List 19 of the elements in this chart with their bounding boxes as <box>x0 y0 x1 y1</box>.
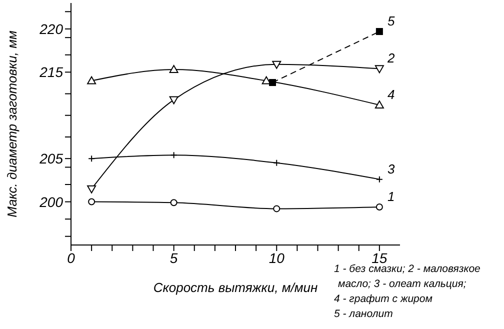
series-label: 5 <box>387 14 396 29</box>
text: 1 - без смазки; 2 - маловязкое <box>334 263 480 277</box>
y-tick-label: 205 <box>38 150 64 167</box>
series-label: 4 <box>387 86 395 102</box>
text: 5 - ланолит <box>334 307 394 322</box>
y-tick-label: 220 <box>38 20 64 37</box>
y-axis-title: Макс. диаметр заготовки, мм <box>4 30 20 218</box>
x-tick-label: 15 <box>372 250 388 266</box>
text: масло; 3 - олеат кальция; <box>337 277 468 292</box>
x-tick-label: 10 <box>268 250 285 266</box>
x-tick-label: 5 <box>170 250 178 266</box>
series-label: 1 <box>387 188 395 204</box>
text: 4 - графит с жиром <box>334 292 434 307</box>
series-label: 2 <box>386 50 396 66</box>
x-axis-title: Скорость вытяжки, м/мин <box>153 280 318 295</box>
series-label: 3 <box>387 161 396 176</box>
y-tick-label: 200 <box>38 194 64 210</box>
x-tick-label: 0 <box>67 250 76 266</box>
y-tick-label: 215 <box>38 64 64 80</box>
